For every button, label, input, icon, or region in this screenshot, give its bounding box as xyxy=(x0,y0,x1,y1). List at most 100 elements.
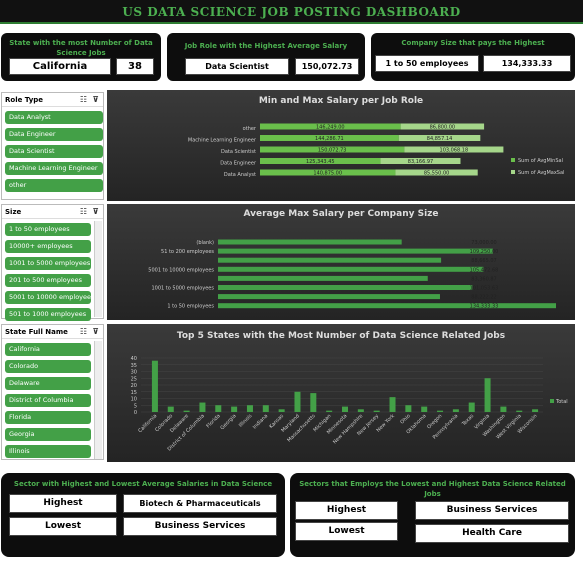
slicer-item-role[interactable]: Data Scientist xyxy=(5,145,103,158)
slicer-item-state[interactable]: District of Columbia xyxy=(5,394,91,407)
bar-state-jobs xyxy=(199,402,206,412)
bar-company-size xyxy=(218,294,440,300)
multi-select-icon[interactable]: ☷ xyxy=(79,95,87,104)
bar-state-jobs xyxy=(468,402,475,412)
size-slicer-scrollbar[interactable] xyxy=(94,221,102,317)
bar-state-jobs xyxy=(342,406,348,412)
sector-salary-title: Sector with Highest and Lowest Average S… xyxy=(13,480,273,488)
category-label: Machine Learning Engineer xyxy=(188,138,257,144)
bar-state-jobs xyxy=(151,360,158,412)
slicer-item-size[interactable]: 10000+ employees xyxy=(5,240,91,253)
chart-states-svg: 4035302520151050CaliforniaColoradoDelawa… xyxy=(131,356,568,452)
kpi-company-value: 134,333.33 xyxy=(483,55,571,72)
category-label: Data Scientist xyxy=(221,149,256,155)
state-slicer-title: State Full Name xyxy=(5,328,68,336)
bar-min-salary xyxy=(260,158,381,164)
bar-company-size xyxy=(218,275,428,281)
y-tick-label: 5 xyxy=(134,403,137,409)
role-type-slicer-header: Role Type ☷ ⊽ xyxy=(2,93,103,107)
bar-state-jobs xyxy=(278,409,285,412)
multi-select-icon[interactable]: ☷ xyxy=(79,327,87,336)
data-label: 83,166.97 xyxy=(408,159,433,165)
data-label: 88,222.22 xyxy=(471,295,496,301)
y-tick-label: 10 xyxy=(131,397,137,403)
legend-swatch xyxy=(511,170,515,174)
legend-label: Sum of AvgMinSal xyxy=(518,158,563,164)
data-label: 140,875.00 xyxy=(313,170,342,176)
state-slicer-scrollbar[interactable] xyxy=(94,341,102,459)
slicer-item-state[interactable]: California xyxy=(5,343,91,356)
clear-filter-icon[interactable]: ⊽ xyxy=(92,207,100,216)
slicer-item-state[interactable]: Florida xyxy=(5,411,91,424)
bar-state-jobs xyxy=(167,406,174,412)
bar-company-size xyxy=(218,239,402,245)
slicer-item-size[interactable]: 501 to 1000 employees xyxy=(5,308,91,321)
bar-min-salary xyxy=(260,135,399,141)
category-label: other xyxy=(243,126,257,132)
bar-state-jobs xyxy=(373,410,380,412)
dashboard-title-bar: US DATA SCIENCE JOB POSTING DASHBOARD xyxy=(0,0,583,24)
y-tick-label: 40 xyxy=(131,356,137,362)
slicer-item-role[interactable]: other xyxy=(5,179,103,192)
bar-company-size xyxy=(218,248,493,254)
data-label: 84,857.14 xyxy=(427,136,452,142)
slicer-item-state[interactable]: Illinois xyxy=(5,445,91,458)
role-type-slicer: Role Type ☷ ⊽ Data Analyst Data Engineer… xyxy=(1,92,104,200)
slicer-item-size[interactable]: 201 to 500 employees xyxy=(5,274,91,287)
bar-state-jobs xyxy=(294,391,301,412)
bar-state-jobs xyxy=(215,405,222,412)
sector-jobs-title: Sectors that Employs the Lowest and High… xyxy=(299,480,566,498)
bar-state-jobs xyxy=(246,405,253,412)
data-label: 125,343.45 xyxy=(306,159,335,165)
slicer-item-state[interactable]: Delaware xyxy=(5,377,91,390)
sector-salary-lowest-label: Lowest xyxy=(9,517,117,536)
category-label: 1001 to 5000 employees xyxy=(151,286,214,292)
clear-filter-icon[interactable]: ⊽ xyxy=(92,327,100,336)
slicer-item-role[interactable]: Data Engineer xyxy=(5,128,103,141)
sector-jobs-lowest-label: Lowest xyxy=(295,522,398,541)
y-tick-label: 20 xyxy=(131,383,137,389)
state-slicer: State Full Name ☷ ⊽ California Colorado … xyxy=(1,324,104,460)
x-tick-label: Georgia xyxy=(219,413,237,431)
sector-jobs-lowest-value: Health Care xyxy=(415,524,569,543)
data-label: 73,000.00 xyxy=(471,240,496,246)
data-label: 105,472.68 xyxy=(470,267,499,273)
chart-title-company-size: Average Max Salary per Company Size xyxy=(243,209,439,219)
bar-state-jobs xyxy=(389,397,396,412)
data-label: 83,360.87 xyxy=(471,276,496,282)
kpi-state-title: State with the most Number of Data Scien… xyxy=(9,39,153,57)
data-label: 86,800.00 xyxy=(430,124,455,130)
bar-company-size xyxy=(218,257,442,263)
legend-swatch xyxy=(550,399,554,403)
slicer-item-role[interactable]: Data Analyst xyxy=(5,111,103,124)
bar-min-salary xyxy=(260,169,396,176)
bar-state-jobs xyxy=(326,410,333,412)
bar-company-size xyxy=(218,303,556,309)
y-tick-label: 15 xyxy=(131,390,137,396)
x-tick-label: Ohio xyxy=(399,413,411,425)
y-tick-label: 30 xyxy=(131,370,137,376)
slicer-item-size[interactable]: 1001 to 5000 employees xyxy=(5,257,91,270)
chart-panel-states: Top 5 States with the Most Number of Dat… xyxy=(107,324,575,462)
y-tick-label: 25 xyxy=(131,376,137,382)
bar-min-salary xyxy=(260,123,401,130)
slicer-item-role[interactable]: Machine Learning Engineer xyxy=(5,162,103,175)
clear-filter-icon[interactable]: ⊽ xyxy=(92,95,100,104)
kpi-state-name: California xyxy=(9,58,111,75)
slicer-item-size[interactable]: 1 to 50 employees xyxy=(5,223,91,236)
kpi-state-card: State with the most Number of Data Scien… xyxy=(1,33,161,81)
sector-jobs-panel: Sectors that Employs the Lowest and High… xyxy=(290,473,575,557)
slicer-item-state[interactable]: Georgia xyxy=(5,428,91,441)
dashboard-title: US DATA SCIENCE JOB POSTING DASHBOARD xyxy=(122,5,461,19)
bar-state-jobs xyxy=(484,378,491,412)
kpi-company-name: 1 to 50 employees xyxy=(375,55,479,72)
multi-select-icon[interactable]: ☷ xyxy=(79,207,87,216)
legend-label: Total xyxy=(555,399,568,405)
data-label: 85,550.00 xyxy=(424,170,449,176)
data-label: 101,053.63 xyxy=(470,286,499,292)
slicer-item-size[interactable]: 5001 to 10000 employees xyxy=(5,291,91,304)
bar-state-jobs xyxy=(357,409,364,412)
legend-label: Sum of AvgMaxSal xyxy=(518,170,564,176)
chart-panel-company-size: Average Max Salary per Company Size 73,0… xyxy=(107,204,575,320)
slicer-item-state[interactable]: Colorado xyxy=(5,360,91,373)
